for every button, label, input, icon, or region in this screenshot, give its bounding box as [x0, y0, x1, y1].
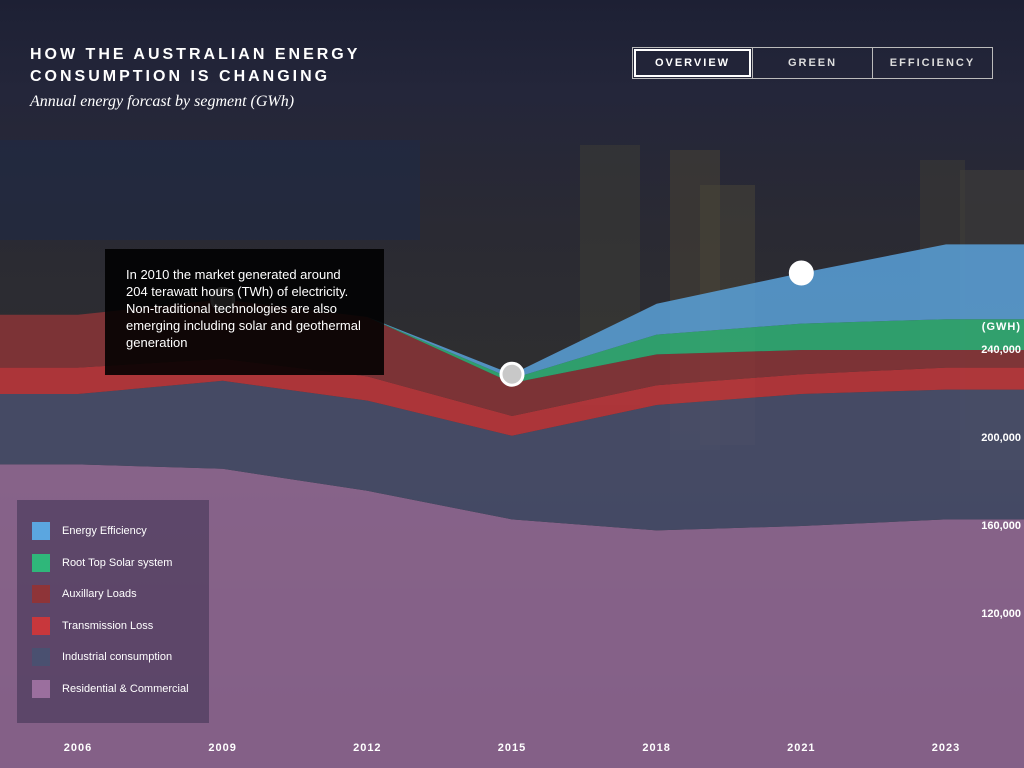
area: [0, 244, 1024, 379]
y-tick-label: 160,000: [981, 520, 1021, 532]
legend-swatch: [32, 616, 50, 635]
x-tick-label: 2006: [64, 742, 92, 754]
x-tick-label: 2023: [932, 742, 960, 754]
legend-item: Transmission Loss: [32, 616, 154, 635]
area: [0, 299, 1024, 383]
x-tick-label: 2009: [208, 742, 236, 754]
legend-label: Industrial consumption: [62, 651, 173, 663]
legend-label: Root Top Solar system: [62, 556, 173, 569]
legend-swatch: [32, 585, 50, 603]
legend-item: Energy Efficiency: [32, 522, 147, 540]
tab[interactable]: EFFICIENCY: [872, 48, 992, 78]
legend-label: Transmission Loss: [62, 619, 154, 632]
legend-swatch: [32, 553, 50, 572]
legend-item: Root Top Solar system: [32, 553, 173, 572]
legend: Energy Efficiency Root Top Solar system Au…: [17, 500, 209, 723]
y-tick-label: 120,000: [981, 608, 1021, 620]
legend-item: Industrial consumption: [32, 648, 172, 666]
tabs: OVERVIEW GREEN EFFICIENCY: [632, 47, 993, 79]
area: [0, 464, 1024, 768]
legend-label: Residential & Commercial: [62, 682, 189, 695]
legend-item: Residential & Commercial: [32, 679, 189, 698]
tab[interactable]: GREEN: [752, 48, 872, 78]
legend-label: Auxillary Loads: [62, 588, 137, 600]
y-axis-label: (GWH): [982, 321, 1021, 333]
area: [0, 358, 1024, 436]
legend-swatch: [32, 648, 50, 666]
area: [0, 380, 1024, 531]
x-tick-label: 2015: [498, 742, 526, 754]
tooltip: In 2010 the market generated around 204 …: [105, 249, 384, 375]
legend-label: Energy Efficiency: [62, 525, 147, 537]
y-tick-label: 200,000: [981, 432, 1021, 444]
y-tick-label: 240,000: [981, 344, 1021, 356]
x-tick-label: 2021: [787, 742, 815, 754]
legend-swatch: [32, 679, 50, 698]
tab[interactable]: OVERVIEW: [633, 48, 752, 78]
subtitle: Annual energy forcast by segment (GWh): [30, 93, 295, 110]
title: HOW THE AUSTRALIAN ENERGY CONSUMPTION IS…: [30, 46, 361, 85]
x-tick-label: 2018: [642, 742, 670, 754]
data-point-marker[interactable]: [499, 361, 525, 387]
legend-item: Auxillary Loads: [32, 585, 137, 603]
legend-swatch: [32, 522, 50, 540]
data-point-marker[interactable]: [788, 260, 814, 286]
x-tick-label: 2012: [353, 742, 381, 754]
